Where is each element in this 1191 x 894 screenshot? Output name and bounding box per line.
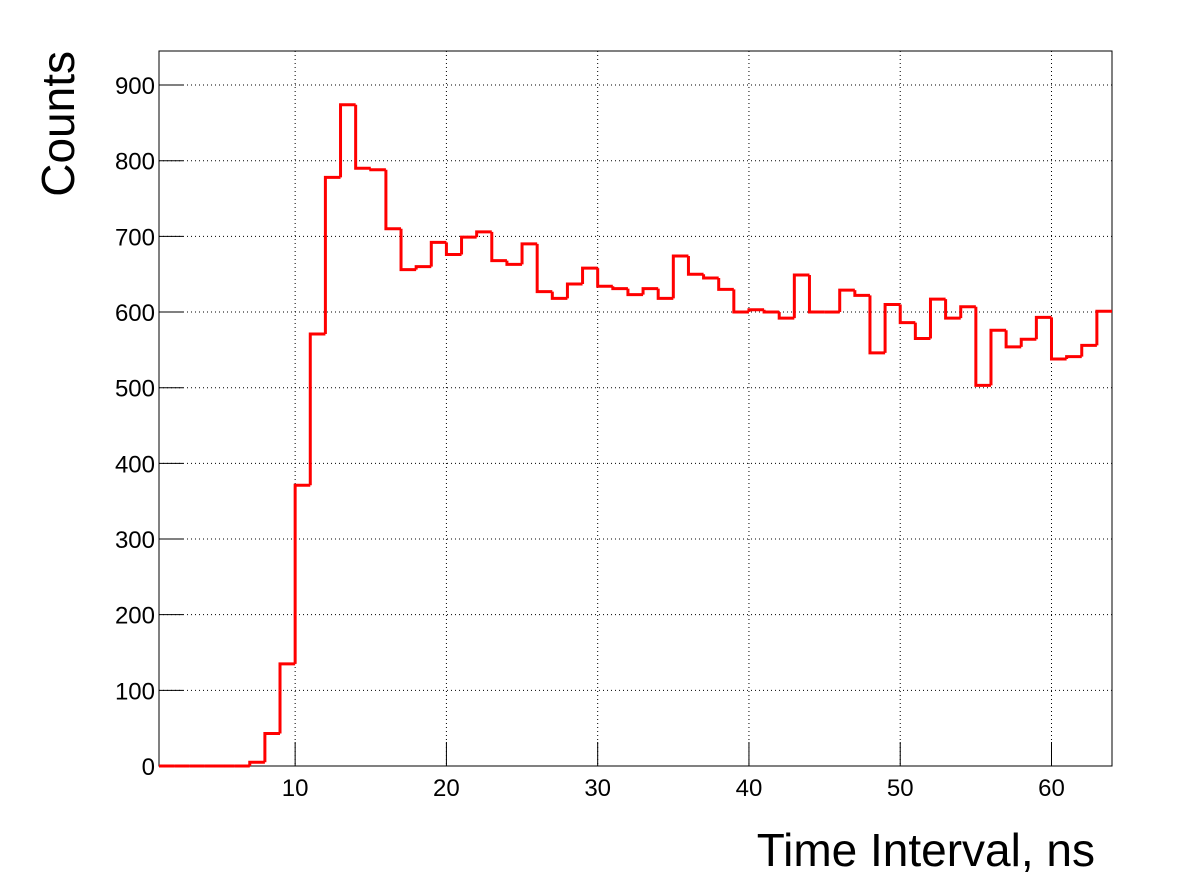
y-tick-label: 900: [115, 73, 155, 100]
histogram-bin: [369, 168, 386, 172]
histogram-bin: [339, 103, 356, 178]
plot-frame: [158, 50, 1113, 767]
histogram-bin: [460, 235, 477, 255]
histogram-bin: [293, 483, 311, 664]
x-tick-label: 20: [433, 775, 460, 802]
histogram-bin: [535, 243, 553, 294]
histogram-bin: [520, 242, 538, 265]
histogram-bin: [354, 104, 371, 170]
histogram-bin: [641, 287, 659, 295]
histogram-bin: [1095, 309, 1112, 346]
histogram-bin: [792, 273, 810, 319]
y-tick-label: 300: [115, 527, 155, 554]
histogram-bin: [263, 731, 281, 763]
histogram-bin: [490, 231, 507, 263]
x-tick-label: 40: [736, 775, 763, 802]
histogram-bin: [611, 286, 628, 291]
histogram-bin: [944, 299, 961, 320]
y-tick-label: 0: [142, 754, 155, 781]
histogram-bin: [1019, 337, 1037, 347]
histogram-bin: [429, 240, 447, 267]
histogram-bin: [883, 302, 901, 353]
histogram-bin: [475, 230, 492, 238]
y-tick-label: 700: [115, 224, 155, 251]
histogram-bin: [308, 332, 326, 486]
x-axis-title: Time Interval, ns: [757, 824, 1095, 876]
histogram-bin: [399, 228, 417, 272]
histogram-bin: [928, 297, 946, 339]
histogram-bin: [278, 662, 296, 734]
histogram-bin: [565, 282, 583, 299]
y-tick-label: 800: [115, 149, 155, 176]
histogram-bin: [384, 169, 402, 231]
y-tick-label: 500: [115, 376, 155, 403]
histogram-bin: [414, 265, 432, 270]
histogram-bin: [505, 260, 523, 266]
x-tick-label: 60: [1038, 775, 1065, 802]
y-axis-title: Counts: [32, 51, 84, 197]
histogram-bin: [898, 304, 916, 325]
histogram-bin: [762, 309, 780, 314]
x-tick-label: 50: [887, 775, 914, 802]
histogram-bin: [1065, 355, 1082, 359]
histogram-bin: [838, 288, 855, 313]
histogram-bin: [1080, 343, 1097, 357]
histogram-bin: [248, 760, 265, 766]
histogram-bin: [974, 306, 991, 387]
histogram-bin: [989, 328, 1007, 386]
histogram-bin: [747, 308, 765, 313]
histogram-bin: [1004, 330, 1022, 349]
histogram-bin: [671, 254, 689, 299]
histogram-bin: [323, 175, 341, 334]
x-tick-label: 30: [584, 775, 611, 802]
histogram-bin: [807, 274, 825, 314]
x-tick-label: 10: [282, 775, 309, 802]
histogram-bin: [581, 266, 598, 285]
histogram-bin: [732, 289, 749, 314]
y-tick-label: 100: [115, 678, 155, 705]
histogram-bin: [626, 288, 644, 297]
histogram-bin: [777, 312, 795, 320]
histogram-bin: [596, 268, 613, 288]
histogram-bin: [868, 295, 886, 355]
histogram-bin: [1034, 315, 1052, 340]
histogram-bin: [959, 305, 976, 319]
histogram-bin: [913, 322, 931, 341]
y-tick-label: 400: [115, 451, 155, 478]
y-tick-label: 600: [115, 300, 155, 327]
histogram-bin: [444, 242, 462, 257]
histogram-bin: [550, 291, 568, 300]
histogram-bin: [656, 288, 674, 300]
histogram-bin: [853, 290, 870, 297]
histogram-bin: [686, 256, 704, 276]
histogram-bin: [717, 277, 734, 291]
histogram-bin: [702, 274, 719, 280]
histogram-bin: [1049, 317, 1067, 361]
y-tick-label: 200: [115, 603, 155, 630]
